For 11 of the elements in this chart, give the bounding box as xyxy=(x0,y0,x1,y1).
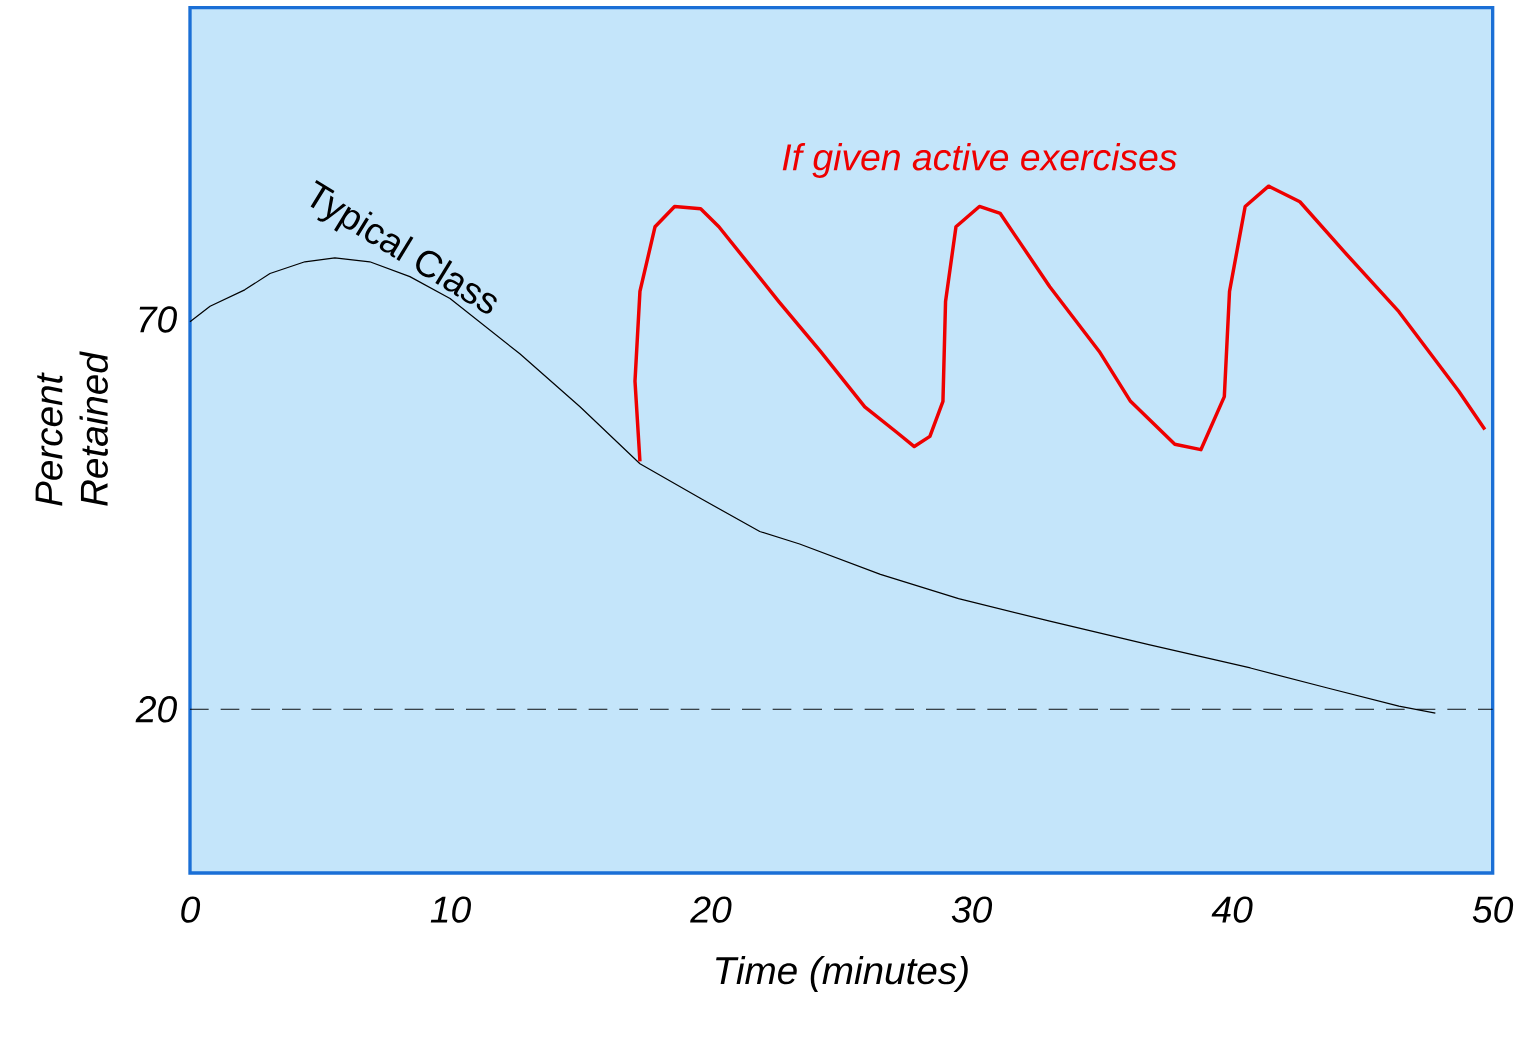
x-tick-label: 50 xyxy=(1472,896,1514,923)
x-tick-label: 10 xyxy=(430,896,471,923)
y-axis-title: Percent Retained xyxy=(35,351,108,506)
x-tick-label: 0 xyxy=(181,896,201,923)
series-label: If given active exercises xyxy=(782,143,1177,178)
x-tick-label: 20 xyxy=(690,896,732,923)
line-series xyxy=(633,184,1487,464)
x-axis-title: Time (minutes) xyxy=(716,955,968,992)
x-tick-label: 30 xyxy=(951,896,993,923)
y-tick-label: 70 xyxy=(139,306,177,333)
x-tick-label: 40 xyxy=(1211,896,1253,923)
